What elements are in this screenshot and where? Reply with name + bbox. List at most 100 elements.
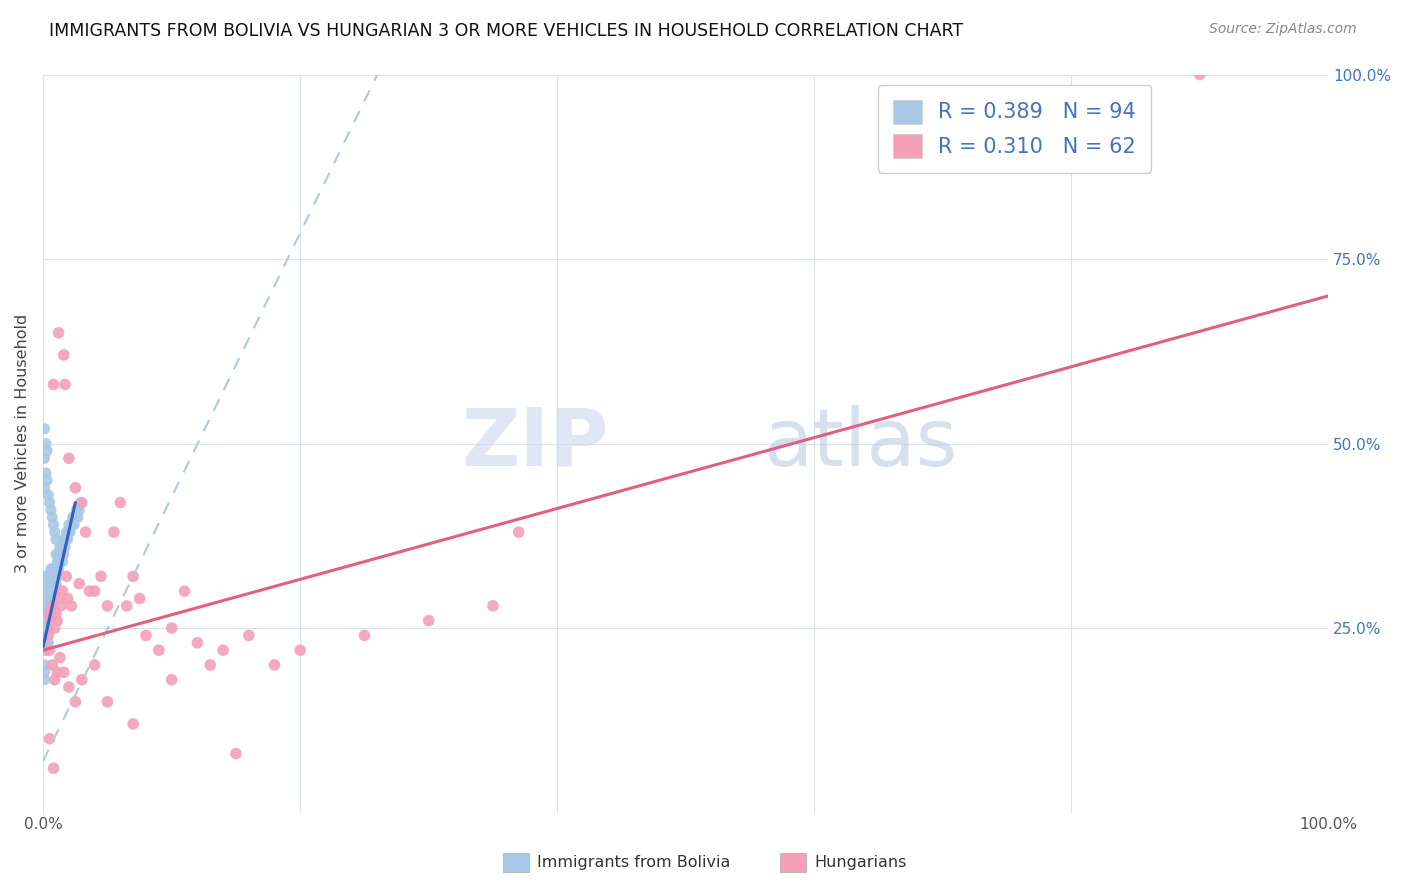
Point [51,584,73,599]
Point [69,495,91,509]
Point [53,377,76,392]
Point [49,540,72,554]
Point [34,628,56,642]
Point [212,643,235,657]
Point [46,569,69,583]
Point [35,569,58,583]
Point [38,643,60,657]
Point [34,451,56,466]
Point [55,569,77,583]
Point [58,525,80,540]
Point [34,591,56,606]
Point [44,525,66,540]
Point [51,599,73,613]
Point [41,599,63,613]
Point [52,547,75,561]
Point [39,562,62,576]
Point [34,569,56,583]
Point [103,525,125,540]
Point [52,533,75,547]
Point [38,607,60,621]
Point [53,540,76,554]
Point [35,628,58,642]
Point [173,584,195,599]
Point [35,614,58,628]
Point [34,584,56,599]
Point [38,599,60,613]
Point [67,576,90,591]
Point [34,422,56,436]
Point [38,569,60,583]
Point [65,503,87,517]
Point [238,628,260,642]
Point [96,695,118,709]
Point [160,621,183,635]
Point [48,562,70,576]
Point [35,621,58,635]
Point [41,599,63,613]
Point [45,533,67,547]
Y-axis label: 3 or more Vehicles in Household: 3 or more Vehicles in Household [15,314,30,574]
Point [58,451,80,466]
Point [37,607,59,621]
Point [200,657,222,672]
Point [37,488,59,502]
Point [62,510,84,524]
Point [70,673,93,687]
Point [418,614,440,628]
Point [263,657,285,672]
Point [34,657,56,672]
Legend: R = 0.389   N = 94, R = 0.310   N = 62: R = 0.389 N = 94, R = 0.310 N = 62 [877,85,1150,173]
Point [44,621,66,635]
Point [38,731,60,746]
Point [135,628,157,642]
Point [160,673,183,687]
Point [41,569,63,583]
Point [44,673,66,687]
Point [35,614,58,628]
Point [66,510,89,524]
Text: IMMIGRANTS FROM BOLIVIA VS HUNGARIAN 3 OR MORE VEHICLES IN HOUSEHOLD CORRELATION: IMMIGRANTS FROM BOLIVIA VS HUNGARIAN 3 O… [49,22,963,40]
Point [34,621,56,635]
Point [46,555,69,569]
Point [37,621,59,635]
Point [45,562,67,576]
Point [42,591,65,606]
Point [122,717,145,731]
Point [55,533,77,547]
Point [42,761,65,775]
Point [52,348,75,362]
Point [42,377,65,392]
Point [39,607,62,621]
Point [42,517,65,532]
Point [45,547,67,561]
Point [35,436,58,450]
Point [35,643,58,657]
Point [70,495,93,509]
Point [41,584,63,599]
Point [56,533,79,547]
Point [38,614,60,628]
Point [122,569,145,583]
Point [60,599,83,613]
Point [63,517,86,532]
Point [79,584,101,599]
Point [55,525,77,540]
Point [34,614,56,628]
Point [75,525,97,540]
Point [35,599,58,613]
Point [58,517,80,532]
Point [42,562,65,576]
Point [34,481,56,495]
Point [41,657,63,672]
Text: atlas: atlas [763,405,957,483]
Point [35,628,58,642]
Point [51,540,73,554]
Point [35,576,58,591]
Point [508,525,530,540]
Point [44,584,66,599]
Point [39,503,62,517]
Point [46,665,69,680]
Point [59,525,82,540]
Point [38,495,60,509]
